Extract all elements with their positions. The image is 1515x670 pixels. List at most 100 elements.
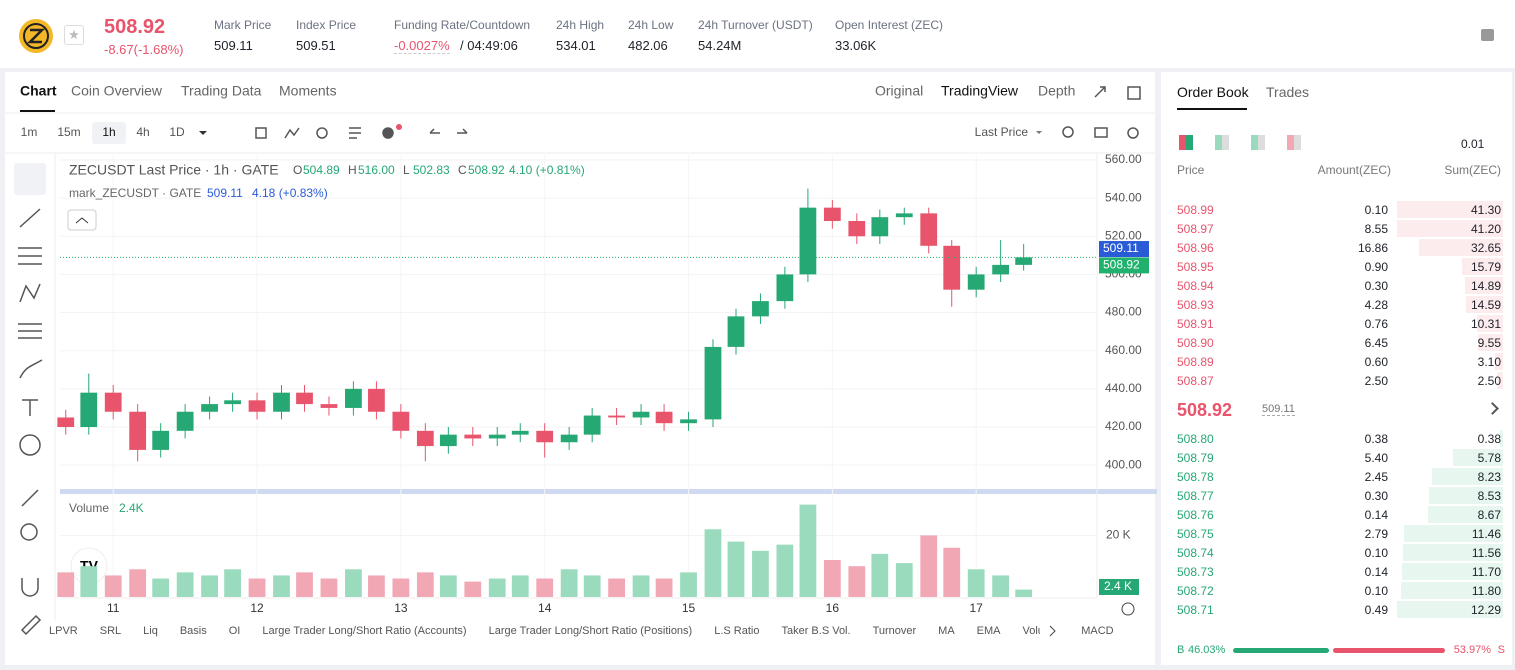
view-toggle[interactable] [1251, 135, 1265, 150]
ob-price: 508.72 [1177, 584, 1214, 598]
ob-sum: 3.10 [1477, 355, 1501, 369]
indicator-tab[interactable]: Large Trader Long/Short Ratio (Accounts) [262, 625, 466, 637]
ob-sum: 8.23 [1477, 470, 1501, 484]
ob-amount: 0.90 [1364, 260, 1388, 274]
x-tick-label: 14 [538, 601, 552, 615]
candle-body [224, 400, 241, 405]
indicator-tab[interactable]: MACD [1081, 625, 1113, 637]
volume-bar [439, 575, 457, 597]
volume-bar [1015, 589, 1033, 597]
ohlc-value: 502.83 [413, 163, 450, 177]
ob-price: 508.93 [1177, 298, 1214, 312]
indicator-fade [1040, 620, 1060, 642]
view-tab[interactable]: TradingView [941, 83, 1019, 99]
y-tick-label: 420.00 [1105, 419, 1142, 433]
volume-bar [992, 575, 1010, 597]
depth-bar [1476, 315, 1503, 332]
volume-bar [536, 578, 554, 597]
col-header: Amount(ZEC) [1317, 163, 1391, 177]
interval[interactable]: 15m [57, 125, 80, 139]
volume-tag-label: 2.4 K [1104, 579, 1132, 593]
chart-tab[interactable]: Moments [279, 83, 337, 99]
indicator-tab[interactable]: EMA [977, 625, 1002, 637]
stat-value: 509.11 [214, 38, 253, 53]
favorite-star[interactable]: ★ [64, 25, 84, 45]
volume-bar [823, 560, 841, 597]
interval[interactable]: 1m [21, 125, 38, 139]
ohlc-key: C [458, 163, 467, 177]
view-tab[interactable]: Depth [1038, 83, 1075, 99]
depth-bar [1432, 468, 1503, 485]
indicator-tab[interactable]: Liq [143, 625, 158, 637]
ohlc-value: 508.92 [468, 163, 505, 177]
tick-size[interactable]: 0.01 [1461, 137, 1485, 151]
ob-price: 508.78 [1177, 470, 1214, 484]
volume-bar [392, 578, 410, 597]
indicator-tab[interactable]: L.S Ratio [714, 625, 759, 637]
price-tag-label: 508.92 [1103, 258, 1140, 272]
volume-bar [655, 578, 673, 597]
x-tick-label: 17 [970, 601, 984, 615]
depth-bar [1419, 239, 1503, 256]
chart-tab[interactable]: Chart [20, 83, 57, 99]
volume-bar [511, 575, 529, 597]
volume-bar [104, 575, 122, 597]
depth-bar [1495, 353, 1503, 370]
ob-price: 508.90 [1177, 336, 1214, 350]
indicator-tab[interactable]: OI [229, 625, 241, 637]
volume-bar [680, 572, 697, 597]
candle-body [57, 417, 75, 428]
candle-body [345, 388, 362, 408]
ob-tab[interactable]: Trades [1266, 84, 1310, 100]
dropdown-arrow [199, 131, 207, 135]
volume-bar [273, 575, 290, 597]
indicator-tab[interactable]: Turnover [873, 625, 917, 637]
candle-body [752, 301, 769, 317]
stat-label: Funding Rate/Countdown [394, 18, 531, 32]
view-tab[interactable]: Original [875, 83, 923, 99]
volume-bar [727, 541, 745, 597]
view-toggle[interactable] [1287, 135, 1301, 150]
candle-body [248, 400, 266, 412]
interval[interactable]: 1D [169, 125, 185, 139]
ob-price: 508.96 [1177, 241, 1214, 255]
ob-last: 508.92 [1177, 400, 1233, 420]
x-tick-label: 11 [107, 601, 120, 615]
chart-tab[interactable]: Coin Overview [71, 83, 163, 99]
indicator-tab[interactable]: Large Trader Long/Short Ratio (Positions… [489, 625, 693, 637]
candle-body [104, 392, 122, 412]
candle-body [416, 430, 434, 447]
depth-bar [1465, 296, 1503, 313]
stat-label: Open Interest (ZEC) [835, 18, 944, 32]
stat-label: 24h Low [628, 18, 674, 32]
view-toggle[interactable] [1215, 135, 1229, 150]
indicator-tab[interactable]: Taker B.S Vol. [781, 625, 850, 637]
ob-tab[interactable]: Order Book [1177, 84, 1249, 100]
mark-value: 509.11 [207, 186, 243, 200]
chart-area: TV Chart Coin Overview Trading Data Moments… [5, 82, 1157, 642]
volume-bar [967, 569, 985, 597]
indicator-tab[interactable]: LPVR [49, 625, 78, 637]
ob-amount: 16.86 [1357, 241, 1388, 255]
depth-bar [1429, 487, 1503, 504]
view-toggle[interactable] [1179, 135, 1193, 150]
candle-body [967, 274, 985, 290]
indicator-tab[interactable]: MA [938, 625, 955, 637]
ob-amount: 0.60 [1364, 355, 1388, 369]
volume-bar [416, 572, 434, 597]
ohlc-value: 516.00 [358, 163, 395, 177]
indicator-tab[interactable]: SRL [100, 625, 121, 637]
candle-body [799, 207, 817, 275]
y-tick-label: 540.00 [1105, 190, 1142, 204]
indicator-tab[interactable]: Basis [180, 625, 207, 637]
book-icon[interactable] [1481, 29, 1494, 41]
chart-tab[interactable]: Trading Data [181, 83, 262, 99]
ob-sum: 2.50 [1477, 374, 1501, 388]
price-type[interactable]: Last Price [975, 125, 1029, 139]
ratio-buy-label: 46.03% [1188, 644, 1226, 656]
volume-bar [368, 575, 385, 597]
ob-price: 508.87 [1177, 374, 1214, 388]
candle-body [320, 404, 338, 408]
interval[interactable]: 4h [136, 125, 149, 139]
interval[interactable]: 1h [102, 125, 115, 139]
